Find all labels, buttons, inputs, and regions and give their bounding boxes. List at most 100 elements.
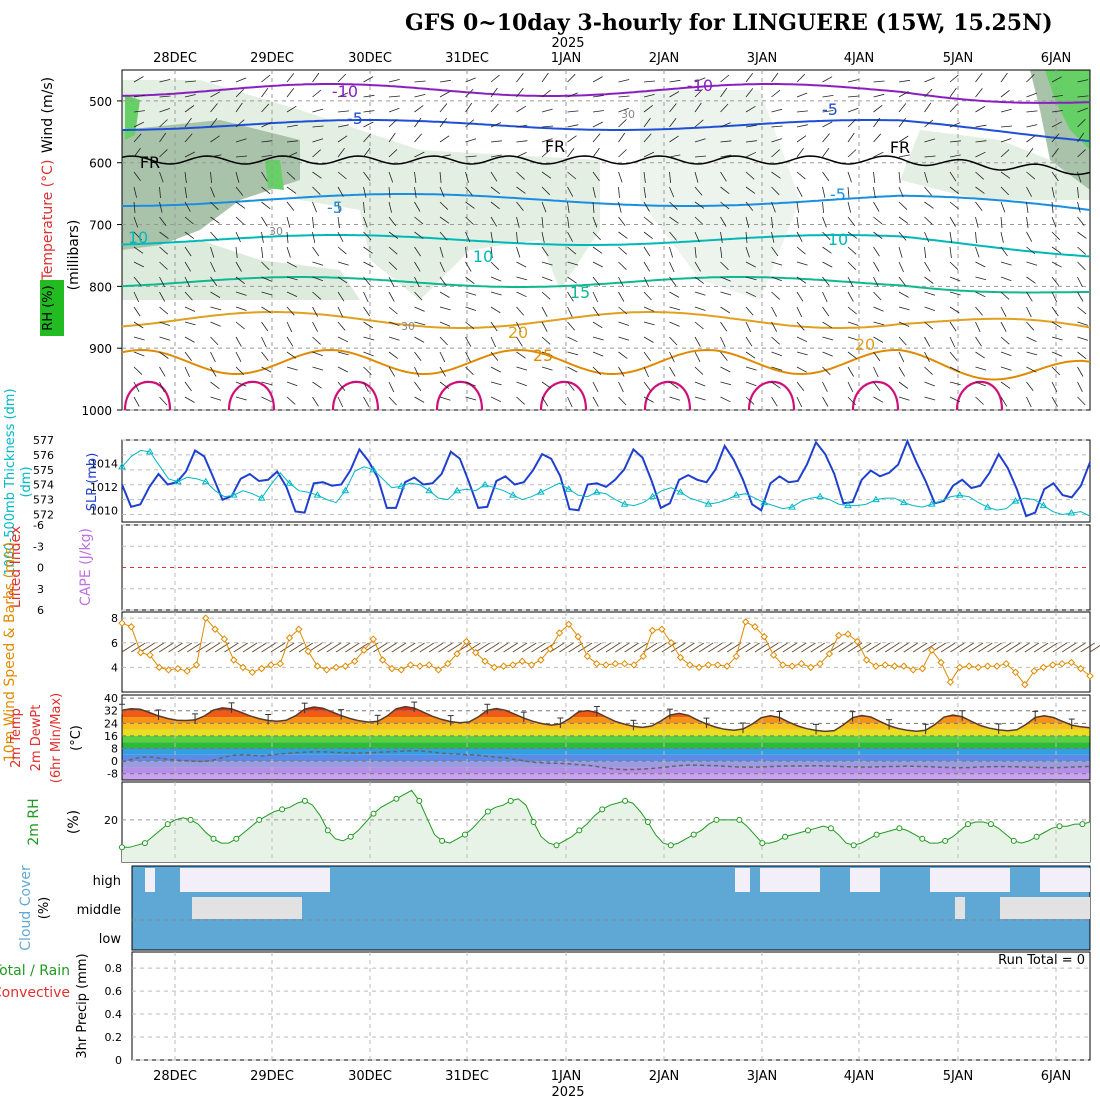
wind-barb <box>337 366 348 373</box>
wind-barb <box>924 155 936 158</box>
wind-barb <box>184 306 196 312</box>
wind-speed-marker <box>118 619 126 627</box>
wind-barb <box>133 306 141 317</box>
wind-barb <box>337 216 340 228</box>
wind-barb <box>771 149 780 158</box>
wind-speed-marker <box>155 663 163 672</box>
axis-label-rh: RH (%) <box>41 285 56 330</box>
wind-barb <box>873 186 876 198</box>
wind-barb <box>567 73 576 83</box>
wind-barb <box>949 291 961 296</box>
wind-barb <box>1077 231 1087 239</box>
wind-barb <box>414 80 426 83</box>
wind-barb <box>669 261 675 273</box>
wind-speed-marker <box>276 659 284 668</box>
wind-barb <box>643 104 654 113</box>
wind-barb <box>1077 366 1084 377</box>
wind-barb <box>592 133 601 143</box>
wind-barb <box>363 396 370 407</box>
wind-barb <box>363 246 373 254</box>
tick-label: 700 <box>89 219 112 233</box>
surface-wind-barb <box>940 642 956 653</box>
wind-speed-marker <box>527 661 536 669</box>
wind-barb <box>873 396 884 403</box>
wind-speed-marker <box>751 623 759 631</box>
wind-barb <box>975 231 977 244</box>
wind-barb <box>898 154 910 158</box>
wind-barb <box>439 381 450 389</box>
surface-wind-barb <box>475 642 490 653</box>
wind-barb <box>235 201 246 209</box>
thickness-marker <box>453 486 461 494</box>
wind-barb <box>873 321 885 326</box>
wind-barb <box>210 154 222 158</box>
wind-barb <box>337 110 349 113</box>
rh-marker <box>553 842 560 849</box>
wind-speed-marker <box>862 656 871 664</box>
wind-barb <box>159 381 165 393</box>
wind-barb <box>363 186 367 198</box>
wind-barb <box>847 321 859 326</box>
wind-barb <box>490 366 501 373</box>
wind-barb <box>745 88 754 98</box>
wind-barb <box>618 351 628 359</box>
wind-barb <box>1051 366 1060 376</box>
wind-barb <box>465 276 475 285</box>
wind-barb <box>847 276 854 287</box>
wind-speed-marker <box>388 664 396 673</box>
surface-wind-barb <box>447 642 463 653</box>
wind-barb <box>592 95 604 98</box>
wind-barb <box>1026 276 1036 284</box>
wind-barb <box>235 186 244 196</box>
wind-barb <box>567 216 570 228</box>
wind-barb <box>618 186 620 199</box>
wind-barb <box>439 154 451 158</box>
wind-barb <box>286 306 295 316</box>
wind-barb <box>312 246 320 257</box>
wind-barb <box>873 381 881 392</box>
wind-barb <box>567 351 579 356</box>
wind-barb <box>490 122 502 128</box>
wind-barb <box>669 117 677 128</box>
wind-barb <box>133 186 137 198</box>
thickness-marker <box>1011 497 1020 504</box>
rh-marker <box>599 806 606 813</box>
surface-wind-barb <box>847 642 863 653</box>
surface-wind-barb <box>903 642 919 653</box>
wind-barb <box>286 216 291 228</box>
wind-barb <box>337 291 345 302</box>
wind-barb <box>465 231 471 243</box>
thickness-marker <box>1067 509 1076 516</box>
surface-wind-barb <box>894 642 909 653</box>
wind-speed-marker <box>220 635 229 643</box>
wind-barb <box>439 261 445 273</box>
wind-barb <box>439 351 446 363</box>
isotherm-line <box>539 380 588 411</box>
wind-barb <box>643 186 647 198</box>
wind-barb <box>439 396 451 401</box>
wind-barb <box>337 351 349 356</box>
wind-speed-marker <box>611 659 620 668</box>
isotherm-line <box>123 380 172 411</box>
wind-barb <box>924 231 930 243</box>
wind-barb <box>847 171 852 183</box>
axis-label-lifted-index: Lifted Index <box>8 526 24 608</box>
wind-barb <box>771 366 783 371</box>
wind-barb <box>745 351 756 359</box>
axis-label-minmax: (6hr Min/Max) <box>49 693 64 783</box>
wind-barb <box>363 201 365 214</box>
wind-barb <box>516 186 526 194</box>
wind-barb <box>771 291 780 300</box>
wind-barb <box>847 95 860 98</box>
wind-barb <box>159 119 168 128</box>
wind-barb <box>516 306 525 316</box>
wind-barb <box>414 291 423 301</box>
thickness-marker <box>844 501 852 509</box>
wind-speed-marker <box>471 648 480 657</box>
wind-barb <box>184 216 194 225</box>
wind-barb <box>745 366 757 371</box>
wind-barb <box>873 306 884 312</box>
wind-barb <box>490 261 500 270</box>
wind-barb <box>465 186 473 196</box>
wind-barb <box>592 186 596 198</box>
